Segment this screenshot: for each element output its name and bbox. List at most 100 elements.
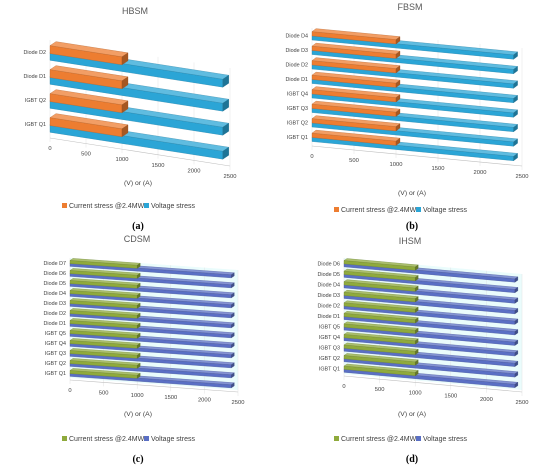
x-axis-label: (V) or (A) bbox=[124, 411, 152, 418]
bar-current-diode-d6-end bbox=[137, 272, 141, 279]
x-tick-label: 500 bbox=[81, 152, 91, 158]
x-tick-label: 2000 bbox=[188, 168, 201, 174]
bar-voltage-diode-d2-end bbox=[513, 80, 518, 89]
bar-voltage-igbt-q3-end bbox=[513, 124, 518, 133]
chart-svg-cdsm: IGBT Q1 IGBT Q2 IGBT Q3 IGBT Q4 IGBT Q5 Diode… bbox=[44, 234, 245, 465]
bar-current-igbt-q3-end bbox=[415, 349, 419, 355]
bar-current-diode-d5-end bbox=[137, 282, 141, 289]
category-label: Diode D3 bbox=[318, 293, 340, 299]
bar-current-diode-d4 bbox=[343, 279, 419, 292]
x-tick-label: 0 bbox=[48, 146, 51, 152]
bar-current-igbt-q5 bbox=[343, 321, 419, 334]
bar-voltage-igbt-q2-end bbox=[513, 138, 518, 147]
bar-current-igbt-q2 bbox=[311, 115, 401, 132]
chart-title: HBSM bbox=[122, 6, 148, 16]
bar-current-diode-d2-end bbox=[395, 65, 401, 74]
x-tick-label: 2000 bbox=[198, 398, 211, 404]
bar-current-igbt-q1-end bbox=[137, 372, 141, 379]
bar-current-diode-d3 bbox=[343, 290, 419, 303]
subfigure-label: (d) bbox=[406, 454, 418, 465]
category-label: Diode D3 bbox=[286, 48, 308, 54]
x-tick-label: 2000 bbox=[480, 397, 493, 403]
bar-voltage-diode-d6-end bbox=[514, 276, 519, 283]
bar-current-diode-d2 bbox=[69, 308, 141, 319]
category-label: IGBT Q3 bbox=[319, 346, 340, 352]
bar-current-igbt-q1 bbox=[311, 129, 401, 146]
x-tick-label: 500 bbox=[349, 158, 359, 164]
x-tick-label: 0 bbox=[68, 388, 71, 394]
bar-current-diode-d2 bbox=[49, 41, 129, 66]
bar-current-igbt-q1-end bbox=[415, 370, 419, 377]
x-axis-line bbox=[311, 145, 523, 167]
chart-panel-cdsm: IGBT Q1 IGBT Q2 IGBT Q3 IGBT Q4 IGBT Q5 Diode… bbox=[0, 234, 275, 467]
category-label: IGBT Q2 bbox=[25, 98, 46, 104]
bar-voltage-diode-d5-end bbox=[231, 292, 235, 299]
bar-current-diode-d4 bbox=[311, 28, 401, 45]
legend-swatch-voltage bbox=[144, 203, 149, 208]
x-axis-label: (V) or (A) bbox=[124, 180, 152, 187]
bar-current-igbt-q1 bbox=[49, 113, 129, 138]
bar-voltage-igbt-q5-end bbox=[231, 342, 235, 349]
category-label: Diode D2 bbox=[286, 62, 308, 68]
bar-current-igbt-q1-end bbox=[121, 124, 129, 138]
x-axis-line bbox=[49, 137, 231, 167]
subfigure-label: (b) bbox=[406, 221, 418, 232]
bar-current-diode-d3 bbox=[69, 298, 141, 309]
category-label: IGBT Q4 bbox=[319, 335, 340, 341]
bar-current-diode-d1-end bbox=[395, 79, 401, 88]
bar-current-diode-d4 bbox=[69, 288, 141, 299]
category-label: Diode D5 bbox=[44, 281, 66, 287]
x-tick-label: 1000 bbox=[131, 393, 144, 399]
bar-current-igbt-q3 bbox=[311, 100, 401, 117]
bar-current-diode-d1-end bbox=[121, 76, 129, 90]
x-axis-label: (V) or (A) bbox=[398, 190, 426, 197]
bar-voltage-igbt-q4-end bbox=[514, 350, 519, 357]
chart-title: IHSM bbox=[399, 236, 422, 246]
category-label: Diode D1 bbox=[318, 314, 340, 320]
legend: Current stress @2.4MW Voltage stress bbox=[334, 207, 467, 214]
x-tick-label: 1000 bbox=[409, 390, 422, 396]
category-label: Diode D1 bbox=[24, 74, 46, 80]
bar-current-igbt-q2-end bbox=[415, 359, 419, 366]
chart-svg-ihsm: IGBT Q1 IGBT Q2 IGBT Q3 IGBT Q4 IGBT Q5 Diode… bbox=[318, 236, 529, 465]
category-label: Diode D4 bbox=[44, 291, 66, 297]
bar-current-diode-d4-end bbox=[415, 285, 419, 292]
legend-label-current: Current stress @2.4MW bbox=[341, 207, 417, 214]
chart-panel-ihsm: IGBT Q1 IGBT Q2 IGBT Q3 IGBT Q4 IGBT Q5 Diode… bbox=[275, 234, 550, 467]
bar-voltage-diode-d6-end bbox=[231, 282, 235, 289]
x-tick-label: 500 bbox=[99, 390, 109, 396]
chart-title: CDSM bbox=[124, 234, 151, 244]
bar-voltage-igbt-q1-end bbox=[231, 382, 235, 389]
x-tick-label: 1500 bbox=[432, 166, 445, 172]
bar-current-igbt-q4 bbox=[69, 338, 141, 349]
category-label: IGBT Q5 bbox=[319, 325, 340, 331]
x-tick-label: 2000 bbox=[474, 170, 487, 176]
x-axis-label: (V) or (A) bbox=[398, 411, 426, 418]
bar-current-diode-d1-end bbox=[415, 317, 419, 324]
category-label: Diode D1 bbox=[286, 77, 308, 83]
x-tick-label: 500 bbox=[375, 387, 385, 393]
bar-current-igbt-q5-end bbox=[415, 327, 419, 334]
category-label: Diode D7 bbox=[44, 261, 66, 267]
bar-current-diode-d7-end bbox=[137, 262, 141, 269]
legend-label-current: Current stress @2.4MW bbox=[69, 436, 145, 443]
bar-voltage-diode-d2-end bbox=[222, 74, 229, 88]
bar-current-igbt-q2-end bbox=[137, 362, 141, 369]
legend-label-voltage: Voltage stress bbox=[151, 203, 195, 210]
bar-current-diode-d5 bbox=[343, 268, 419, 282]
bar-voltage-igbt-q3-end bbox=[514, 360, 519, 367]
bar-current-igbt-q1 bbox=[69, 368, 141, 379]
category-label: IGBT Q1 bbox=[287, 135, 308, 141]
bar-current-diode-d2 bbox=[311, 57, 401, 74]
bar-voltage-diode-d4-end bbox=[231, 302, 235, 309]
x-tick-label: 2500 bbox=[516, 174, 529, 180]
bar-voltage-diode-d5-end bbox=[514, 287, 519, 294]
bar-current-diode-d5-end bbox=[415, 275, 419, 282]
bar-voltage-igbt-q4-end bbox=[513, 109, 518, 118]
x-axis-line bbox=[343, 375, 523, 393]
category-label: Diode D2 bbox=[24, 50, 46, 56]
bar-current-diode-d4-end bbox=[395, 36, 401, 45]
bar-voltage-igbt-q4-end bbox=[231, 352, 235, 359]
category-label: IGBT Q5 bbox=[45, 331, 66, 337]
bar-voltage-igbt-q2-end bbox=[231, 372, 235, 379]
